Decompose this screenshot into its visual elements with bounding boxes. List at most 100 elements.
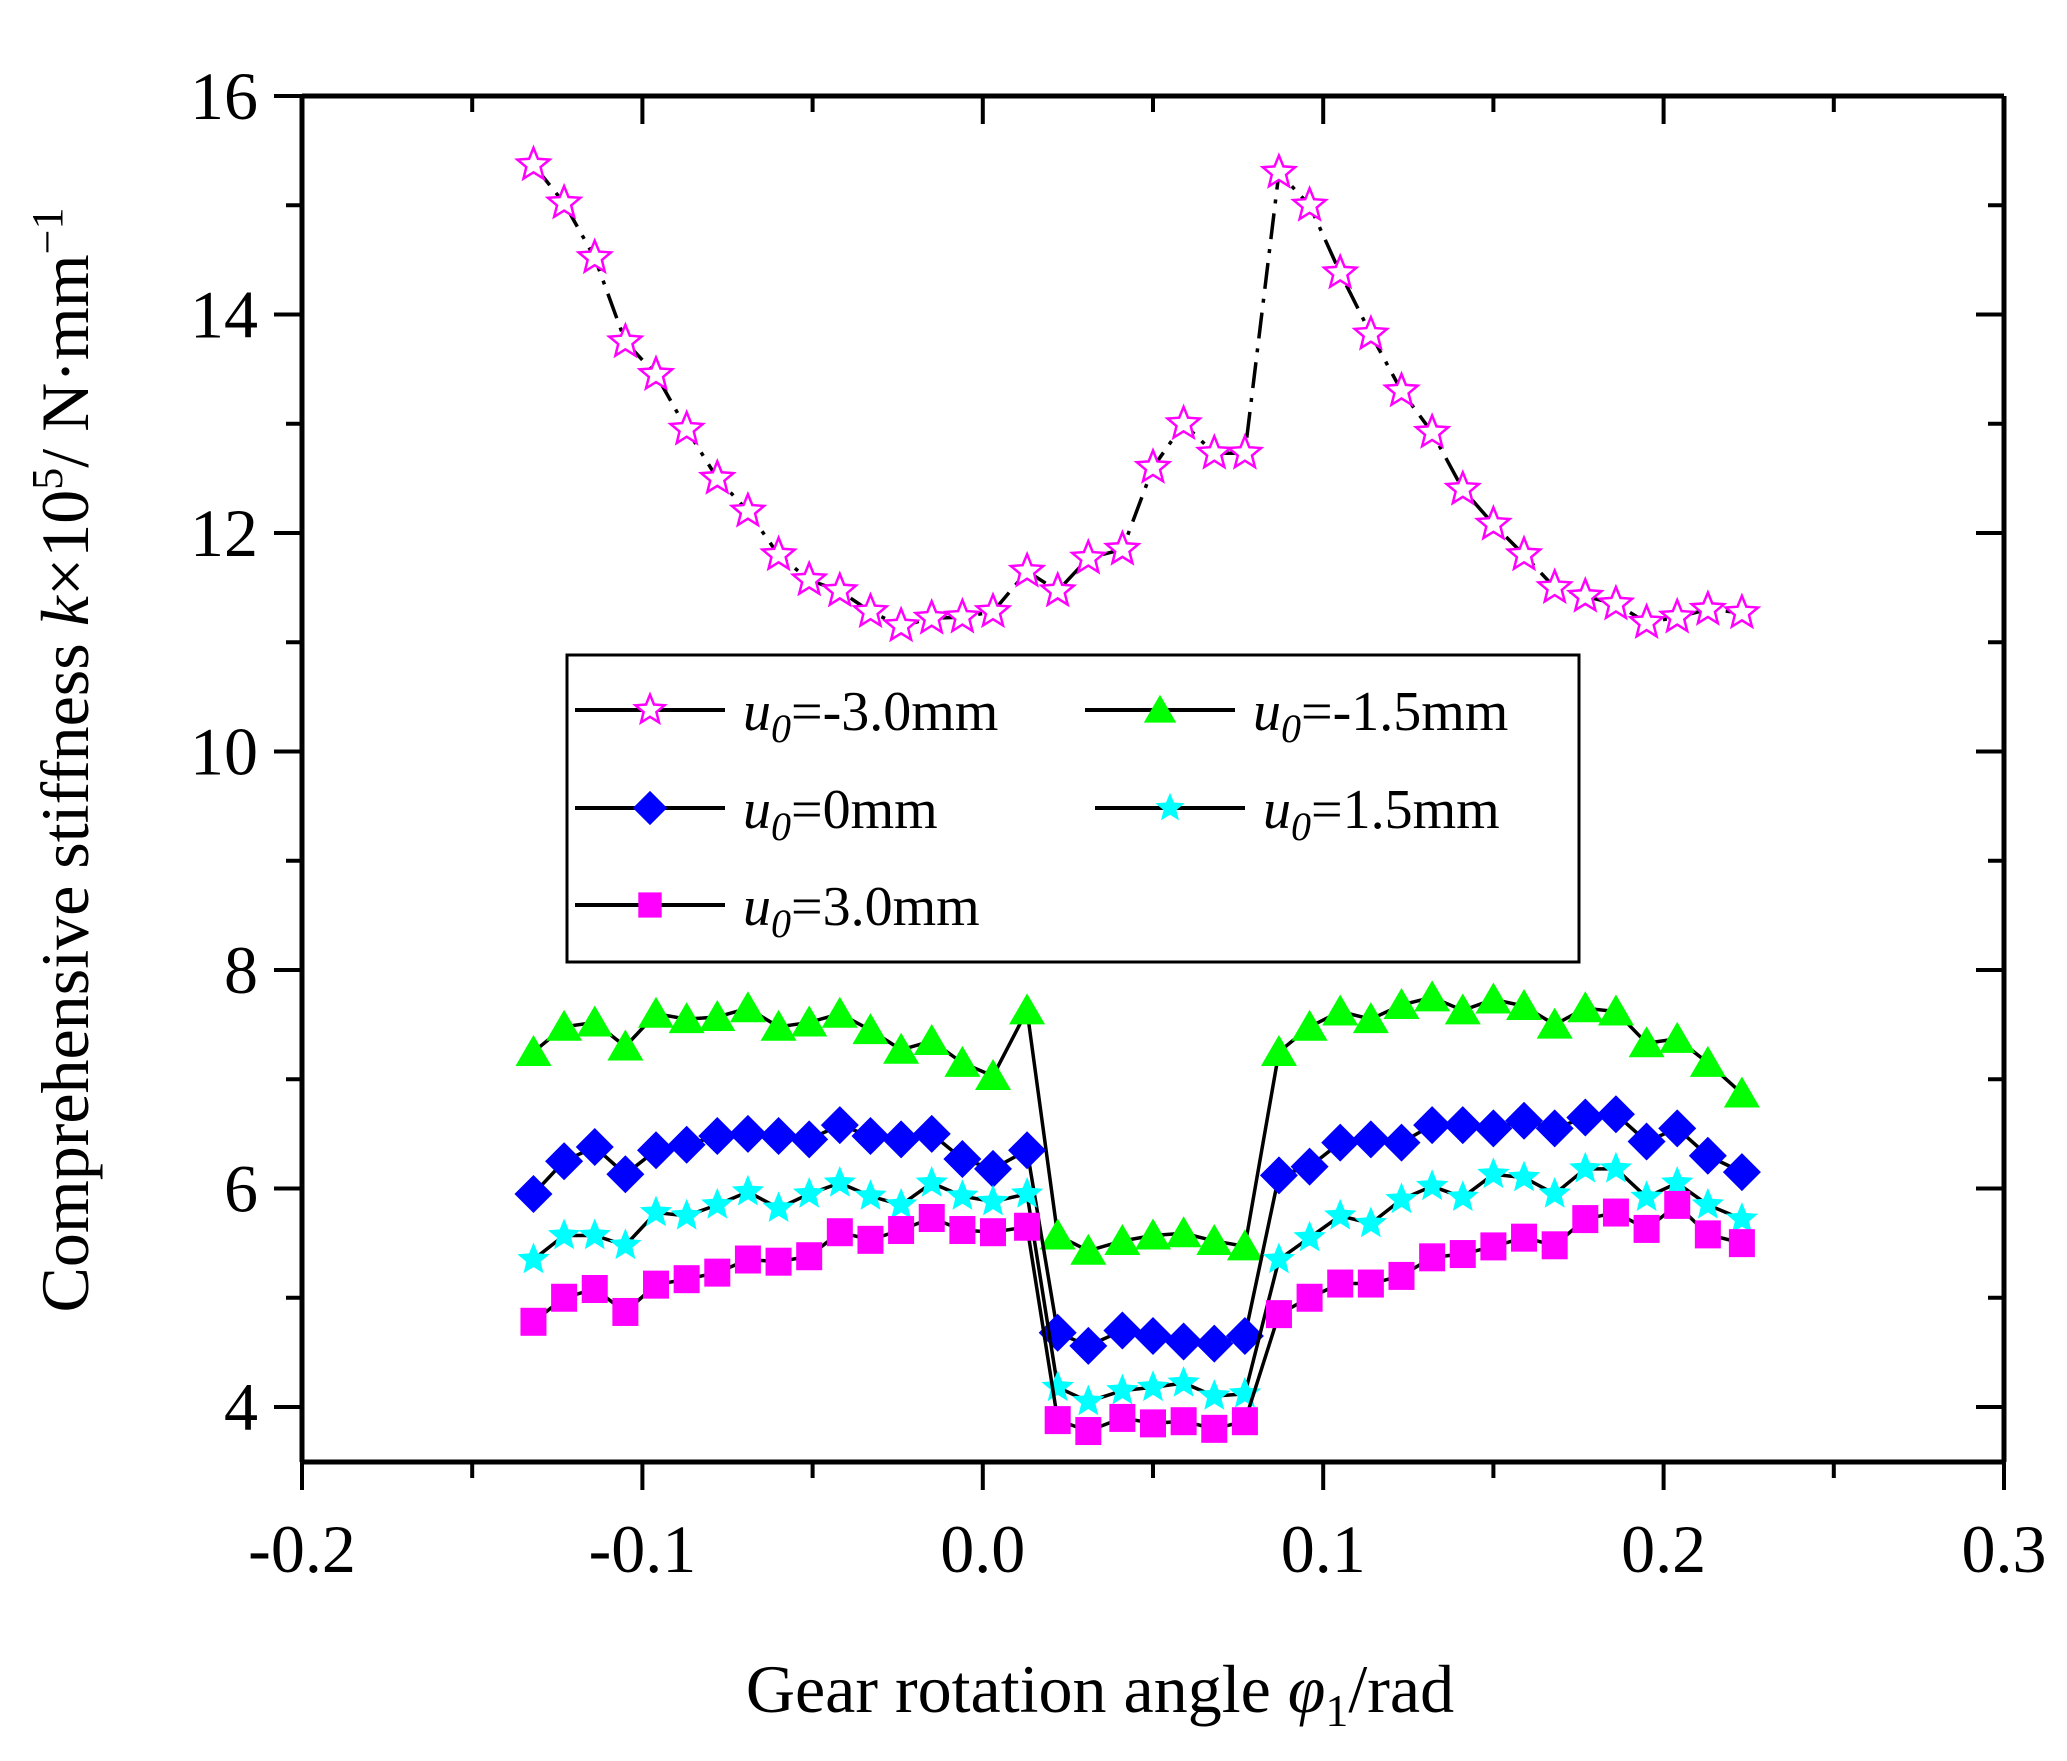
data-point bbox=[1661, 1166, 1694, 1197]
data-point bbox=[1196, 1223, 1233, 1255]
data-point bbox=[765, 1247, 792, 1276]
data-point bbox=[551, 1283, 578, 1312]
data-point bbox=[789, 559, 829, 597]
data-point bbox=[1443, 468, 1483, 506]
data-point bbox=[1041, 1370, 1074, 1402]
data-point bbox=[820, 1106, 859, 1145]
data-point bbox=[1664, 1190, 1691, 1219]
data-point bbox=[1474, 503, 1513, 541]
legend-label: u0=-3.0mm bbox=[743, 681, 998, 751]
data-point bbox=[1416, 1169, 1449, 1201]
data-point bbox=[606, 321, 645, 359]
data-point bbox=[1103, 529, 1142, 566]
data-point bbox=[1198, 1379, 1231, 1410]
data-point bbox=[973, 591, 1013, 629]
data-point bbox=[1265, 1300, 1292, 1329]
data-point bbox=[1259, 152, 1299, 189]
legend-marker bbox=[632, 790, 668, 826]
data-point bbox=[668, 1002, 705, 1034]
data-point bbox=[607, 1029, 644, 1061]
x-axis-ticks: -0.2 -0.1 0.0 0.1 0.2 0.3 bbox=[248, 96, 2047, 1587]
y-tick-label: 6 bbox=[224, 1151, 258, 1227]
series-u03.0mm bbox=[520, 1190, 1755, 1446]
data-point bbox=[515, 1034, 552, 1066]
data-point bbox=[884, 1187, 918, 1219]
data-point bbox=[1293, 1220, 1326, 1252]
data-point bbox=[581, 1275, 608, 1304]
data-point bbox=[1352, 1002, 1389, 1034]
data-point bbox=[1507, 1160, 1541, 1192]
data-point bbox=[1008, 1131, 1047, 1170]
data-point bbox=[1007, 550, 1047, 588]
data-point bbox=[704, 1258, 731, 1287]
data-point bbox=[1657, 596, 1697, 634]
data-point bbox=[820, 570, 860, 608]
y-axis-title: Comprehensive stiffness k×105/ N·mm−1 bbox=[23, 207, 103, 1312]
data-point bbox=[1133, 447, 1173, 484]
data-point bbox=[547, 1218, 581, 1250]
legend-label: u0=-1.5mm bbox=[1253, 681, 1508, 751]
data-point bbox=[1324, 1198, 1357, 1230]
data-point bbox=[1351, 313, 1391, 351]
data-point bbox=[698, 1117, 737, 1156]
data-point bbox=[821, 996, 858, 1028]
legend-label: u0=3.0mm bbox=[743, 876, 980, 946]
legend-marker bbox=[632, 691, 668, 726]
data-point bbox=[1170, 1407, 1197, 1436]
data-point bbox=[793, 1177, 826, 1208]
data-point bbox=[1382, 370, 1421, 408]
x-tick-label: 0.1 bbox=[1281, 1511, 1366, 1587]
data-point bbox=[1259, 1156, 1298, 1195]
x-axis-title: Gear rotation angle φ1/rad bbox=[746, 1651, 1454, 1736]
data-point bbox=[576, 1005, 613, 1037]
data-point bbox=[667, 1125, 706, 1164]
series-line bbox=[532, 163, 1743, 628]
data-point bbox=[1446, 1180, 1479, 1211]
data-point bbox=[1567, 991, 1604, 1023]
data-point bbox=[1382, 1123, 1421, 1162]
data-point bbox=[759, 1117, 798, 1156]
data-point bbox=[667, 408, 706, 446]
data-point bbox=[975, 1058, 1012, 1090]
x-tick-label: 0.3 bbox=[1962, 1511, 2047, 1587]
data-point bbox=[1688, 1136, 1727, 1175]
data-point bbox=[883, 1032, 920, 1064]
data-point bbox=[1225, 1316, 1264, 1355]
y-tick-label: 4 bbox=[224, 1369, 258, 1445]
data-point bbox=[731, 1174, 765, 1206]
data-point bbox=[1633, 1214, 1660, 1243]
data-point bbox=[1535, 567, 1574, 605]
legend-marker bbox=[1155, 792, 1185, 821]
data-point bbox=[1165, 1216, 1202, 1248]
legend-item: u0=3.0mm bbox=[575, 876, 980, 946]
data-point bbox=[791, 1005, 828, 1037]
data-point bbox=[544, 182, 584, 220]
data-point bbox=[1354, 1206, 1387, 1238]
data-point bbox=[728, 1114, 767, 1153]
legend-label: u0=0mm bbox=[743, 779, 938, 849]
data-point bbox=[888, 1216, 915, 1245]
data-point bbox=[760, 1009, 797, 1041]
data-point bbox=[643, 1270, 670, 1299]
data-point bbox=[976, 1184, 1010, 1216]
data-point bbox=[762, 1191, 795, 1222]
data-point bbox=[852, 1013, 889, 1045]
data-point bbox=[728, 490, 768, 528]
data-point bbox=[1321, 1123, 1360, 1162]
data-point bbox=[636, 354, 676, 391]
data-point bbox=[514, 1174, 553, 1213]
data-point bbox=[1480, 1232, 1507, 1261]
data-point bbox=[1444, 993, 1481, 1025]
data-point bbox=[1104, 1223, 1141, 1255]
data-point bbox=[1291, 1009, 1328, 1041]
data-point bbox=[1659, 1021, 1696, 1053]
data-point bbox=[1070, 1233, 1107, 1265]
data-point bbox=[912, 1114, 951, 1153]
x-tick-label: 0.0 bbox=[940, 1511, 1025, 1587]
data-point bbox=[697, 458, 737, 495]
data-point bbox=[1627, 602, 1666, 639]
data-point bbox=[1383, 987, 1420, 1019]
data-point bbox=[913, 1024, 950, 1056]
series-line bbox=[532, 1202, 1743, 1433]
data-point bbox=[1412, 412, 1452, 449]
